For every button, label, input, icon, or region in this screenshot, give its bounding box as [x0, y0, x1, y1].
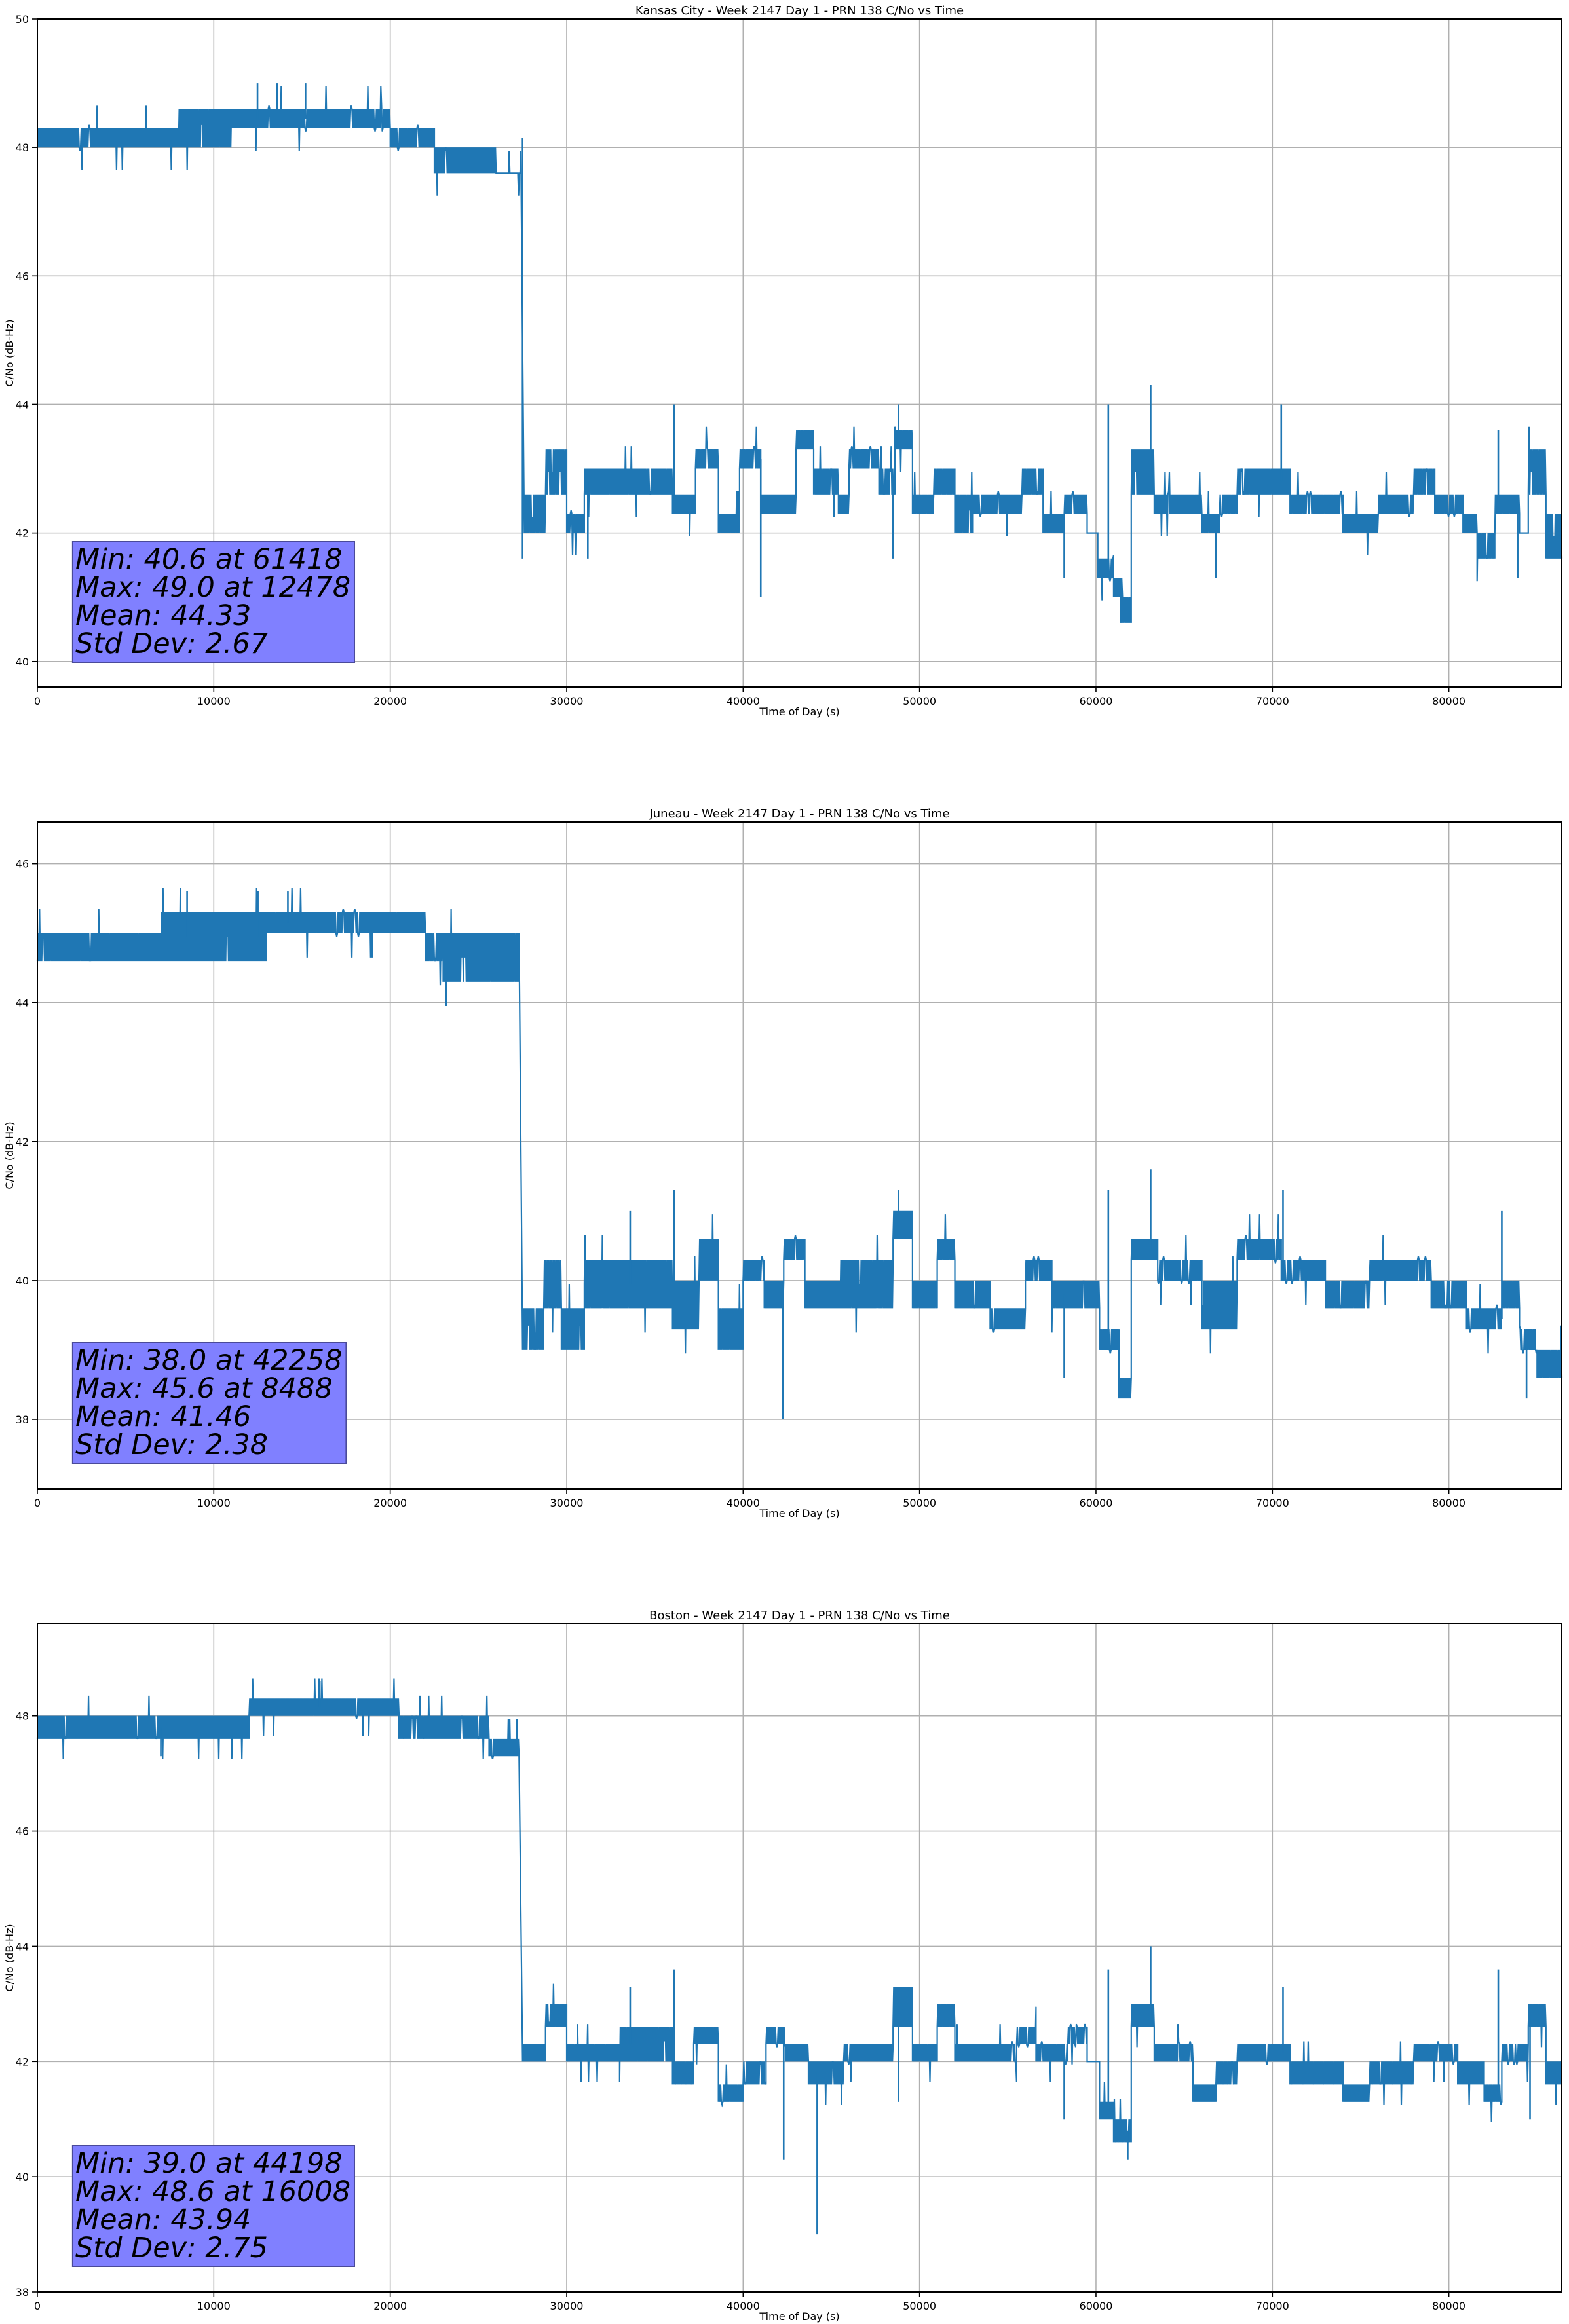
- series-line: [36, 1678, 1563, 2143]
- x-tick-label: 70000: [1256, 2300, 1289, 2312]
- y-tick-label: 40: [16, 656, 29, 668]
- x-tick-label: 10000: [197, 2300, 231, 2312]
- x-axis-label: Time of Day (s): [759, 1507, 839, 1520]
- y-tick-label: 42: [16, 527, 29, 540]
- chart-0: 0 10000 20000 30000 40000 50000 60000 70000 8000…: [3, 4, 1563, 718]
- y-axis-label: C/No (dB-Hz): [3, 319, 16, 386]
- x-tick-label: 60000: [1080, 695, 1113, 707]
- chart-title: Boston - Week 2147 Day 1 - PRN 138 C/No …: [649, 1609, 950, 1622]
- y-tick-label: 44: [16, 398, 29, 411]
- x-tick-label: 40000: [727, 2300, 760, 2312]
- stats-box-background: [71, 1342, 347, 1464]
- x-tick-label: 20000: [373, 695, 407, 707]
- x-tick-label: 0: [34, 1497, 41, 1509]
- stats-line: Min: 38.0 at 42258: [75, 1344, 343, 1377]
- x-tick-label: 30000: [550, 2300, 584, 2312]
- stats-line: Std Dev: 2.75: [75, 2232, 268, 2264]
- stats-line: Max: 48.6 at 16008: [75, 2175, 350, 2208]
- chart-1: 0 10000 20000 30000 40000 50000 60000 70000 8000…: [3, 807, 1563, 1520]
- x-tick-label: 70000: [1256, 1497, 1289, 1509]
- stats-line: Mean: 43.94: [75, 2203, 251, 2236]
- x-tick-label: 0: [34, 695, 41, 707]
- x-tick-label: 20000: [373, 1497, 407, 1509]
- y-axis-label: C/No (dB-Hz): [3, 1121, 16, 1189]
- y-tick-label: 42: [16, 2055, 29, 2068]
- y-tick-label: 46: [16, 270, 29, 282]
- y-tick-label: 42: [16, 1136, 29, 1148]
- y-tick-label: 46: [16, 858, 29, 871]
- x-tick-label: 0: [34, 2300, 41, 2312]
- x-tick-label: 40000: [727, 695, 760, 707]
- y-tick-label: 48: [16, 141, 29, 154]
- x-tick-label: 60000: [1080, 1497, 1113, 1509]
- x-tick-label: 10000: [197, 695, 231, 707]
- series-line: [36, 888, 1563, 1399]
- stats-line: Min: 40.6 at 61418: [75, 543, 343, 576]
- stats-line: Mean: 41.46: [75, 1400, 251, 1433]
- stats-line: Min: 39.0 at 44198: [75, 2147, 343, 2180]
- y-tick-label: 38: [16, 1414, 29, 1426]
- y-tick-label: 50: [16, 13, 29, 26]
- x-axis-label: Time of Day (s): [759, 2310, 839, 2323]
- y-tick-label: 40: [16, 1275, 29, 1287]
- stats-line: Mean: 44.33: [75, 599, 251, 632]
- stats-box-background: [71, 2145, 356, 2267]
- x-tick-label: 80000: [1432, 2300, 1465, 2312]
- x-tick-label: 50000: [903, 1497, 936, 1509]
- x-tick-label: 80000: [1432, 1497, 1465, 1509]
- x-tick-label: 80000: [1432, 695, 1465, 707]
- x-tick-label: 60000: [1080, 2300, 1113, 2312]
- y-tick-label: 48: [16, 1710, 29, 1723]
- x-tick-label: 30000: [550, 695, 584, 707]
- stats-box-background: [71, 541, 356, 663]
- chart-2: 0 10000 20000 30000 40000 50000 60000 70000 8000…: [3, 1609, 1563, 2323]
- series-line: [36, 86, 1563, 623]
- x-tick-label: 50000: [903, 2300, 936, 2312]
- stats-line: Std Dev: 2.67: [75, 628, 268, 660]
- x-tick-label: 20000: [373, 2300, 407, 2312]
- chart-title: Kansas City - Week 2147 Day 1 - PRN 138 …: [635, 4, 964, 18]
- y-tick-label: 44: [16, 1940, 29, 1953]
- axes-frame: [37, 1623, 1562, 2293]
- stats-line: Max: 49.0 at 12478: [75, 571, 350, 604]
- chart-title: Juneau - Week 2147 Day 1 - PRN 138 C/No …: [649, 807, 949, 821]
- y-axis-label: C/No (dB-Hz): [3, 1924, 16, 1991]
- x-tick-label: 30000: [550, 1497, 584, 1509]
- y-tick-label: 46: [16, 1826, 29, 1838]
- x-tick-label: 40000: [727, 1497, 760, 1509]
- y-tick-label: 38: [16, 2286, 29, 2298]
- x-tick-label: 70000: [1256, 695, 1289, 707]
- axes-frame: [37, 18, 1562, 688]
- y-tick-label: 40: [16, 2171, 29, 2183]
- stats-line: Std Dev: 2.38: [75, 1429, 268, 1461]
- y-tick-label: 44: [16, 997, 29, 1009]
- x-tick-label: 10000: [197, 1497, 231, 1509]
- x-tick-label: 50000: [903, 695, 936, 707]
- stats-line: Max: 45.6 at 8488: [75, 1372, 333, 1405]
- x-axis-label: Time of Day (s): [759, 705, 839, 718]
- axes-frame: [37, 821, 1562, 1490]
